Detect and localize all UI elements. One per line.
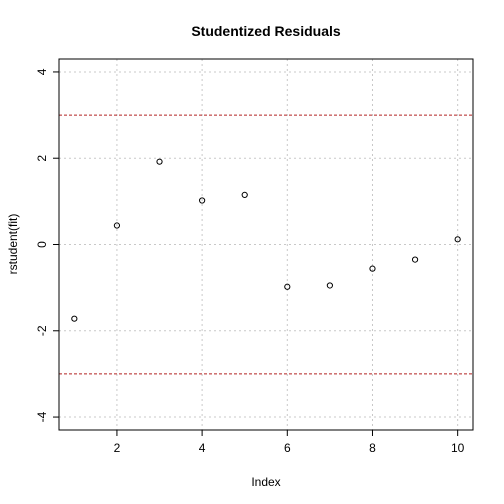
x-tick-label: 10: [451, 441, 465, 455]
data-point: [284, 283, 291, 290]
data-point: [411, 256, 419, 263]
data-point: [156, 158, 163, 165]
y-axis-label: rstudent(fit): [6, 214, 20, 275]
data-point: [241, 191, 248, 198]
data-point: [369, 265, 376, 272]
data-points: [71, 158, 461, 322]
y-axis: -4 -2 0 2 4: [35, 68, 60, 422]
y-tick-label: -2: [35, 325, 49, 336]
chart-title: Studentized Residuals: [191, 23, 341, 39]
grid: [59, 59, 473, 430]
y-tick-label: 0: [35, 241, 49, 248]
data-point: [326, 282, 333, 289]
x-tick-label: 4: [199, 441, 206, 455]
y-tick-label: 4: [35, 68, 49, 75]
x-tick-label: 6: [284, 441, 291, 455]
data-point: [199, 197, 206, 204]
x-axis-label: Index: [251, 475, 280, 489]
data-point: [454, 236, 461, 243]
x-tick-label: 2: [114, 441, 121, 455]
data-point: [71, 315, 78, 322]
y-tick-label: -4: [35, 411, 49, 422]
data-point: [113, 222, 121, 229]
x-axis: 2 4 6 8 10: [114, 429, 465, 455]
reference-lines: [59, 114, 473, 375]
x-tick-label: 8: [369, 441, 376, 455]
y-tick-label: 2: [35, 155, 49, 162]
